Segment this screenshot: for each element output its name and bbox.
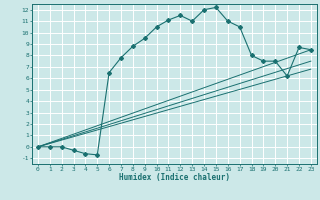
X-axis label: Humidex (Indice chaleur): Humidex (Indice chaleur) xyxy=(119,173,230,182)
